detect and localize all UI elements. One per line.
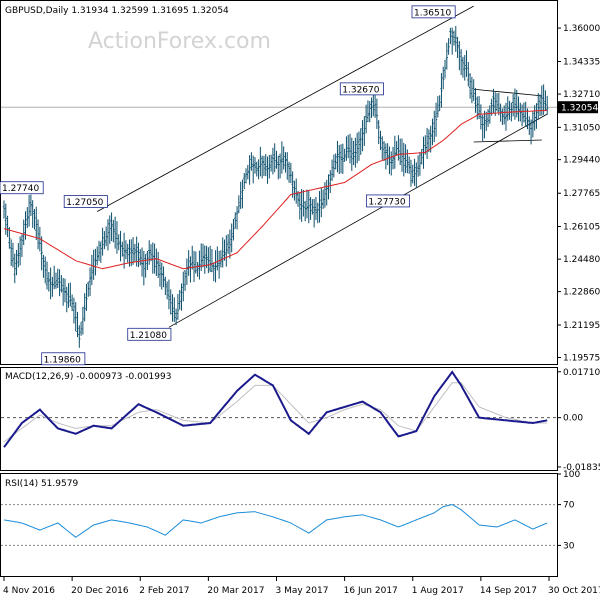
x-axis-label: 20 Mar 2017 <box>207 586 264 596</box>
price-axis-label: 1.29440 <box>563 156 600 166</box>
price-axis-label: 1.21195 <box>563 321 600 331</box>
x-axis-label: 14 Sep 2017 <box>480 586 537 596</box>
price-axis-label: 1.19575 <box>563 353 600 363</box>
x-axis-label: 2 Feb 2017 <box>139 586 189 596</box>
price-label: 1.32670 <box>342 85 379 95</box>
price-axis-label: 1.31050 <box>563 123 600 133</box>
macd-panel-title: MACD(12,26,9) -0.000973 -0.001993 <box>5 372 171 382</box>
price-label-box <box>127 327 172 341</box>
rsi-panel-title: RSI(14) 51.9579 <box>5 479 78 489</box>
macd-panel-frame <box>0 367 558 471</box>
macd-axis-label: 0.00 <box>563 414 583 424</box>
price-label: 1.19860 <box>44 355 81 365</box>
price-label-box <box>365 194 410 208</box>
x-axis-label: 20 Dec 2016 <box>71 586 129 596</box>
price-axis-label: 1.27765 <box>563 189 600 199</box>
watermark: ActionForex.com <box>88 29 271 54</box>
x-axis-label: 3 May 2017 <box>276 586 329 596</box>
price-label: 1.27730 <box>368 197 405 207</box>
macd-axis-label: 0.017101 <box>563 368 600 378</box>
macd-axis-label: -0.018356 <box>563 463 600 473</box>
price-axis-label: 1.22860 <box>563 288 600 298</box>
price-label-box <box>339 82 384 96</box>
price-label-box <box>411 5 456 19</box>
moving-average-line <box>3 109 548 270</box>
current-price-tag <box>558 101 598 114</box>
price-axis-label: 1.32710 <box>563 90 600 100</box>
price-label-box <box>0 181 44 195</box>
price-label: 1.21080 <box>130 331 167 341</box>
price-panel-frame <box>0 0 558 365</box>
wedge-top-line <box>473 88 542 97</box>
x-axis-label: 16 Jun 2017 <box>344 586 398 596</box>
price-label-box <box>41 352 86 366</box>
price-label: 1.36510 <box>414 8 451 18</box>
rsi-axis-label: 100 <box>563 470 580 480</box>
rsi-line <box>3 504 548 538</box>
x-axis-label: 1 Aug 2017 <box>412 586 464 596</box>
price-axis-label: 1.26105 <box>563 223 600 233</box>
price-label: 1.27050 <box>66 198 103 208</box>
rsi-axis-label: 70 <box>563 501 575 511</box>
price-plot: 1.27740 1.19860 1.27050 1.21080 1.32670 1.277… <box>0 5 557 366</box>
rsi-panel-frame <box>0 473 558 577</box>
price-axis-label: 1.34335 <box>563 57 600 67</box>
rsi-axis-label: 30 <box>563 541 575 551</box>
price-label: 1.27740 <box>2 184 39 194</box>
price-panel-title: GBPUSD,Daily 1.31934 1.32599 1.31695 1.3… <box>5 6 229 16</box>
macd-plot <box>1 370 557 448</box>
price-axis-label: 1.24480 <box>563 255 600 265</box>
axes: 1.36000 1.34335 1.32710 1.31050 1.29440 1.277… <box>3 24 600 596</box>
price-label-box <box>63 195 108 208</box>
x-axis-label: 30 Oct 2017 <box>548 586 600 596</box>
wedge-bottom-line <box>473 139 542 143</box>
macd-line <box>3 370 548 448</box>
channel-upper-line <box>97 5 474 212</box>
price-axis-label: 1.36000 <box>563 24 600 34</box>
channel-lower-line <box>168 113 548 328</box>
current-price-label: 1.32054 <box>561 104 598 114</box>
rsi-plot <box>1 504 557 546</box>
x-axis-label: 4 Nov 2016 <box>3 586 55 596</box>
